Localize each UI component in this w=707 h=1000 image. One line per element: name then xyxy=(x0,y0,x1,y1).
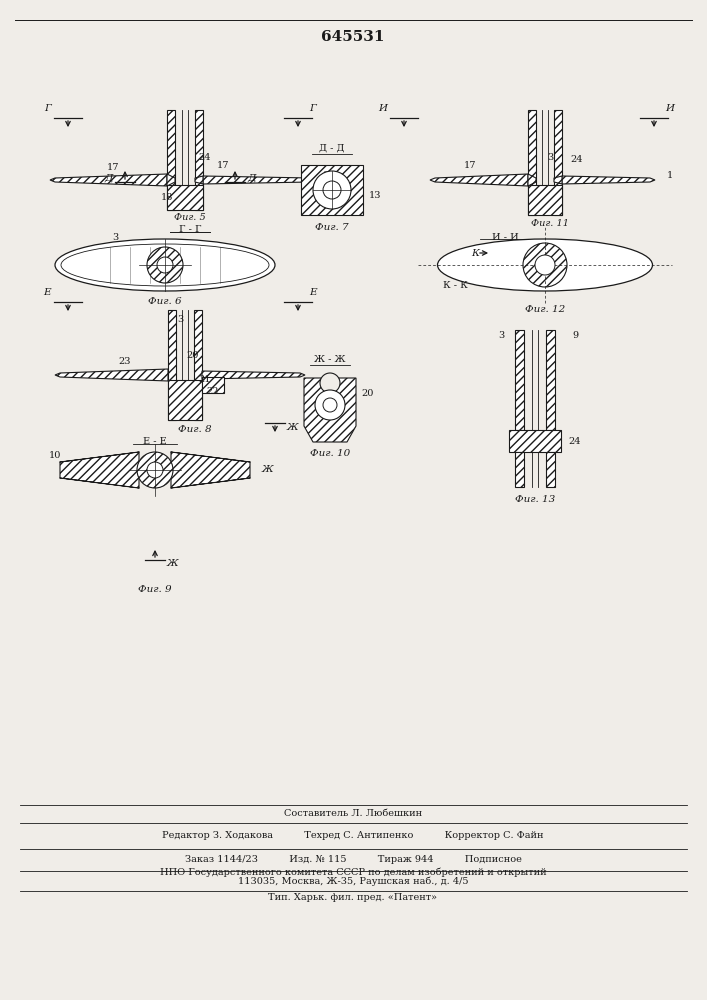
Polygon shape xyxy=(60,452,139,488)
Polygon shape xyxy=(202,377,224,393)
Circle shape xyxy=(323,181,341,199)
Text: Редактор З. Ходакова          Техред С. Антипенко          Корректор С. Файн: Редактор З. Ходакова Техред С. Антипенко… xyxy=(162,830,544,840)
Text: 9: 9 xyxy=(322,172,328,180)
Polygon shape xyxy=(167,174,175,186)
Text: Заказ 1144/23          Изд. № 115          Тираж 944          Подписное: Заказ 1144/23 Изд. № 115 Тираж 944 Подпи… xyxy=(185,856,522,864)
Ellipse shape xyxy=(55,239,275,291)
Text: К: К xyxy=(471,248,479,257)
Text: 3: 3 xyxy=(112,232,118,241)
Text: 18: 18 xyxy=(160,194,173,202)
Polygon shape xyxy=(528,110,536,215)
Circle shape xyxy=(313,171,351,209)
Polygon shape xyxy=(168,380,202,420)
Polygon shape xyxy=(55,369,168,381)
Text: 3: 3 xyxy=(177,316,183,324)
Text: И: И xyxy=(665,104,674,113)
Ellipse shape xyxy=(438,239,653,291)
Text: 113035, Москва, Ж-35, Раушская наб., д. 4/5: 113035, Москва, Ж-35, Раушская наб., д. … xyxy=(238,876,468,886)
Polygon shape xyxy=(562,176,655,184)
Circle shape xyxy=(320,373,340,393)
Polygon shape xyxy=(430,174,528,186)
Polygon shape xyxy=(554,110,562,215)
Polygon shape xyxy=(203,176,315,184)
Polygon shape xyxy=(515,330,524,430)
Text: Д: Д xyxy=(247,174,255,182)
Polygon shape xyxy=(167,110,175,210)
Ellipse shape xyxy=(61,244,269,286)
Polygon shape xyxy=(171,452,250,488)
Polygon shape xyxy=(528,174,536,186)
Text: Фиг. 9: Фиг. 9 xyxy=(138,585,172,594)
Text: НПО Государственного комитета СССР по делам изобретений и открытий: НПО Государственного комитета СССР по де… xyxy=(160,867,547,877)
Polygon shape xyxy=(509,430,561,452)
Circle shape xyxy=(323,398,337,412)
Text: 9: 9 xyxy=(572,330,578,340)
Text: 17: 17 xyxy=(217,161,229,170)
Text: 645531: 645531 xyxy=(321,30,385,44)
Text: 21: 21 xyxy=(199,375,211,384)
Polygon shape xyxy=(202,371,305,379)
Text: Г: Г xyxy=(44,104,51,113)
Text: Ж: Ж xyxy=(287,422,298,432)
Text: К - К: К - К xyxy=(443,282,467,290)
Text: Ж - Ж: Ж - Ж xyxy=(314,355,346,364)
Text: И: И xyxy=(378,104,387,113)
Text: Фиг. 6: Фиг. 6 xyxy=(148,296,182,306)
Polygon shape xyxy=(546,330,555,430)
Polygon shape xyxy=(304,378,356,442)
Text: 24: 24 xyxy=(568,436,581,446)
Text: Г - Г: Г - Г xyxy=(179,226,201,234)
Text: Фиг. 5: Фиг. 5 xyxy=(174,214,206,223)
Text: 24: 24 xyxy=(571,155,583,164)
Polygon shape xyxy=(168,310,176,420)
Text: Ж: Ж xyxy=(167,558,179,568)
Polygon shape xyxy=(167,185,203,210)
Text: Д - Д: Д - Д xyxy=(320,144,345,153)
Text: 17: 17 xyxy=(464,161,477,170)
Text: 1: 1 xyxy=(667,172,673,180)
Text: Е - Е: Е - Е xyxy=(143,438,167,446)
Polygon shape xyxy=(554,176,562,184)
Text: И - И: И - И xyxy=(491,232,518,241)
Text: Фиг. 8: Фиг. 8 xyxy=(178,426,212,434)
Text: Е: Е xyxy=(309,288,317,297)
Text: Г: Г xyxy=(309,104,316,113)
Polygon shape xyxy=(301,165,363,215)
Polygon shape xyxy=(195,176,203,184)
Circle shape xyxy=(523,243,567,287)
Text: Фиг. 12: Фиг. 12 xyxy=(525,304,565,314)
Polygon shape xyxy=(515,452,524,487)
Polygon shape xyxy=(546,452,555,487)
Text: Фиг. 11: Фиг. 11 xyxy=(531,219,569,228)
Text: 10: 10 xyxy=(49,450,62,460)
Circle shape xyxy=(147,247,183,283)
Polygon shape xyxy=(50,174,167,186)
Text: 17: 17 xyxy=(107,163,119,172)
Text: Тип. Харьк. фил. пред. «Патент»: Тип. Харьк. фил. пред. «Патент» xyxy=(269,892,438,902)
Circle shape xyxy=(137,452,173,488)
Text: Е: Е xyxy=(43,288,51,297)
Text: Фиг. 7: Фиг. 7 xyxy=(315,223,349,232)
Text: Д: Д xyxy=(105,174,113,182)
Text: Ж: Ж xyxy=(262,466,274,475)
Text: 23: 23 xyxy=(119,357,132,365)
Text: 13: 13 xyxy=(369,190,381,200)
Text: 3: 3 xyxy=(547,153,553,162)
Circle shape xyxy=(147,462,163,478)
Polygon shape xyxy=(195,110,203,210)
Text: 20: 20 xyxy=(187,351,199,360)
Polygon shape xyxy=(194,310,202,420)
Circle shape xyxy=(315,390,345,420)
Text: Фиг. 10: Фиг. 10 xyxy=(310,450,350,458)
Circle shape xyxy=(535,255,555,275)
Text: 24: 24 xyxy=(199,153,211,162)
Text: Фиг. 13: Фиг. 13 xyxy=(515,494,555,504)
Polygon shape xyxy=(528,185,562,215)
Text: Составитель Л. Любешкин: Составитель Л. Любешкин xyxy=(284,808,422,818)
Text: 20: 20 xyxy=(362,389,374,398)
Text: 22: 22 xyxy=(206,386,219,395)
Text: 3: 3 xyxy=(498,330,504,340)
Circle shape xyxy=(157,257,173,273)
